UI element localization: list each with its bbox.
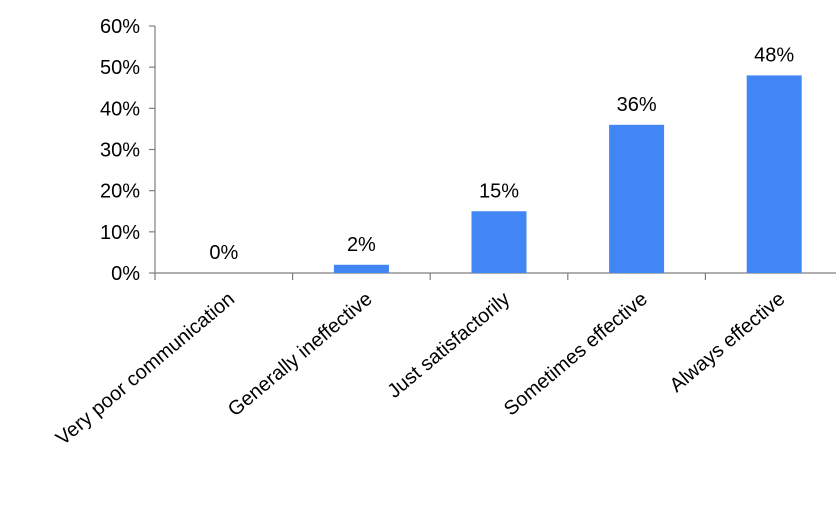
y-tick-label: 20% bbox=[100, 181, 140, 203]
bar bbox=[471, 211, 527, 273]
x-category-label: Always effective bbox=[666, 288, 790, 397]
x-category-label: Sometimes effective bbox=[500, 288, 652, 420]
bars bbox=[333, 75, 802, 274]
bar bbox=[609, 124, 665, 273]
bar bbox=[746, 75, 802, 274]
x-category-label: Generally ineffective bbox=[224, 288, 377, 421]
data-label: 48% bbox=[754, 44, 794, 66]
bar bbox=[333, 264, 389, 273]
y-tick-label: 10% bbox=[100, 222, 140, 244]
y-tick-label: 60% bbox=[100, 16, 140, 38]
data-label: 0% bbox=[209, 242, 238, 264]
y-tick-label: 0% bbox=[111, 263, 140, 285]
data-label: 2% bbox=[347, 234, 376, 256]
y-tick-label: 50% bbox=[100, 57, 140, 79]
x-category-label: Just satisfactorily bbox=[383, 288, 514, 403]
y-tick-label: 30% bbox=[100, 140, 140, 162]
y-tick-label: 40% bbox=[100, 98, 140, 120]
x-category-label: Very poor communication bbox=[52, 288, 239, 450]
data-label: 15% bbox=[479, 180, 519, 202]
axes: 0% 10% 20% 30% 40% 50% 60% bbox=[100, 16, 836, 285]
data-label: 36% bbox=[617, 94, 657, 116]
labels: 0% Very poor communication 2% Generally ine… bbox=[52, 44, 794, 449]
